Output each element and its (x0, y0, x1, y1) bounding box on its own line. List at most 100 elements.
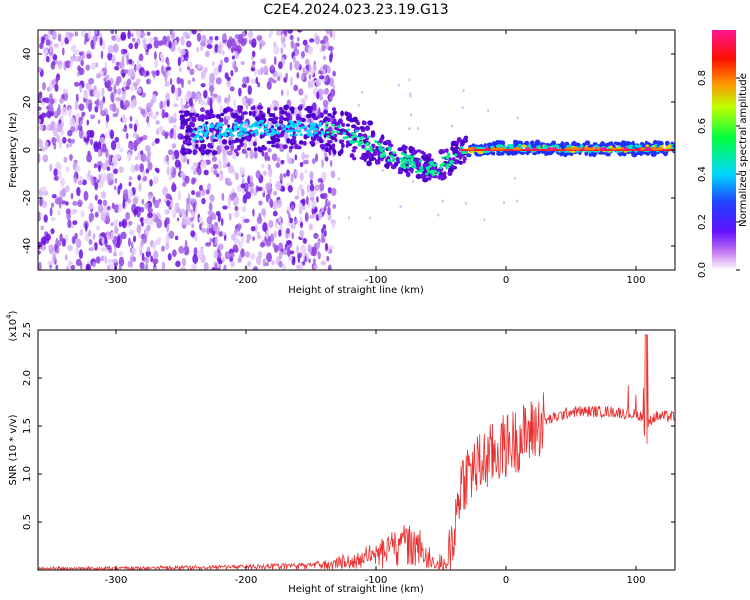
spectrogram-cell (145, 154, 151, 163)
spectrogram-cell (516, 116, 519, 120)
spectrogram-cell (667, 144, 672, 148)
spectrogram-cell (304, 255, 307, 263)
spectrogram-cell (199, 137, 204, 141)
spectrogram-cell (273, 56, 277, 66)
spectrogram-cell (302, 67, 306, 73)
spectrogram-cell (203, 89, 208, 99)
spectrogram-cell (387, 159, 391, 162)
spectrogram-cell (262, 258, 266, 267)
spectrogram-cell (188, 112, 194, 117)
spectrogram-cell (312, 213, 317, 219)
spectrogram-cell (498, 140, 503, 145)
spectrogram-cell (304, 93, 309, 101)
spectrogram-cell (269, 198, 274, 209)
spectrogram-cell (312, 116, 319, 121)
spectrogram-cell (197, 161, 201, 169)
spectrogram-cell (265, 129, 270, 133)
spectrogram-cell (329, 53, 333, 63)
spectrogram-cell (208, 127, 214, 133)
spectrogram-cell (236, 223, 242, 231)
spectrogram-cell (134, 156, 139, 161)
spectrogram-cell (440, 174, 444, 181)
spectrogram-cell (44, 34, 49, 40)
spectrogram-cell (215, 77, 222, 85)
spectrogram-cell (422, 157, 428, 162)
spectrogram-cell (95, 73, 102, 79)
spectrogram-cell (156, 168, 160, 174)
spectrogram-cell (93, 163, 98, 169)
spectrogram-cell (155, 120, 160, 125)
spectrogram-cell (280, 47, 284, 55)
spectrogram-cell (273, 131, 278, 135)
spectrogram-cell (491, 141, 496, 145)
spectrogram-cell (326, 135, 331, 138)
spectrogram-cell (195, 113, 200, 118)
spectrogram-cell (44, 140, 49, 150)
spectrogram-cell (309, 171, 314, 180)
spectrogram-cell (276, 199, 283, 208)
spectrogram-cell (336, 130, 341, 134)
spectrogram-cell (119, 61, 125, 69)
spectrogram-cell (246, 233, 252, 241)
spectrogram-cell (322, 64, 328, 70)
spectrogram-cell (294, 143, 298, 150)
spectrogram-cell (48, 93, 53, 102)
spectrogram-cell (307, 45, 314, 55)
spectrogram-cell (90, 129, 94, 139)
spectrogram-cell (227, 115, 231, 120)
spectrogram-cell (252, 236, 255, 241)
spectrogram-cell (327, 113, 332, 117)
spectrogram-cell (342, 136, 347, 140)
spectrogram-cell (364, 125, 371, 131)
spectrogram-cell (45, 39, 51, 47)
spectrogram-cell (186, 125, 191, 130)
spectrogram-cell (88, 77, 95, 85)
spectrogram-cell (171, 208, 177, 219)
spectrogram-cell (299, 126, 304, 130)
spectrogram-cell (55, 237, 59, 246)
spectrogram-cell (88, 169, 91, 178)
spectrogram-cell (54, 110, 58, 118)
spectrogram-cell (299, 230, 304, 238)
spectrogram-cell (79, 229, 84, 237)
spectrogram-cell (214, 225, 220, 235)
spectrogram-cell (415, 173, 422, 180)
spectrogram-cell (52, 53, 58, 61)
spectrogram-cell (324, 75, 328, 83)
spectrogram-cell (357, 143, 362, 147)
spectrogram-cell (88, 247, 94, 252)
spectrogram-cell (294, 195, 299, 200)
spectrogram-cell (273, 230, 277, 239)
spectrogram-cell (410, 157, 414, 161)
spectrogram-cell (517, 143, 522, 147)
spectrogram-cell (305, 64, 309, 70)
spectrogram-cell (282, 263, 286, 270)
spectrogram-cell (65, 234, 69, 243)
spectrogram-cell (171, 181, 176, 191)
spectrogram-cell (229, 86, 235, 92)
spectrogram-cell (313, 264, 318, 270)
spectrogram-cell (340, 110, 344, 117)
spectrogram-cell (250, 253, 256, 260)
x-tick-label: -200 (235, 275, 258, 286)
spectrogram-cell (307, 80, 312, 89)
spectrogram-cell (282, 127, 287, 131)
spectrogram-cell (192, 77, 195, 82)
spectrogram-cell (318, 75, 325, 80)
spectrogram-cell (128, 229, 135, 236)
spectrogram-cell (237, 257, 242, 263)
spectrogram-cell (555, 144, 560, 148)
spectrogram-cell (327, 206, 331, 216)
spectrogram-cell (516, 199, 519, 203)
spectrogram-cell (186, 158, 190, 165)
spectrogram-cell (223, 133, 228, 137)
spectrogram-cell (291, 204, 294, 211)
spectrogram-cell (311, 102, 317, 111)
y-tick-label: -20 (22, 190, 33, 206)
chart-title: C2E4.2024.023.23.19.G13 (263, 2, 449, 18)
spectrogram-cell (157, 126, 164, 135)
spectrogram-cell (355, 129, 359, 133)
spectrogram-cell (206, 39, 213, 45)
spectrogram-cell (320, 260, 327, 266)
spectrogram-cell (74, 50, 81, 56)
